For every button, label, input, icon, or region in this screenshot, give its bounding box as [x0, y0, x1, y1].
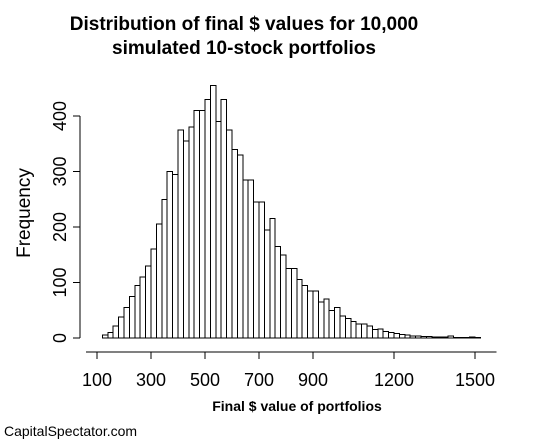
histogram-bar	[118, 316, 125, 339]
histogram-bar	[382, 330, 390, 339]
histogram-bar	[274, 245, 282, 339]
source-credit: CapitalSpectator.com	[4, 423, 138, 439]
histogram-bar	[134, 284, 141, 339]
histogram-bar	[425, 335, 433, 339]
histogram-bar	[242, 179, 249, 339]
histogram-bar	[469, 336, 476, 339]
x-tick-label: 700	[244, 370, 274, 390]
histogram-bar	[253, 201, 260, 339]
histogram-bar	[328, 309, 336, 339]
histogram-bar	[442, 336, 449, 339]
y-tick-label: 100	[50, 267, 70, 297]
y-tick-label: 400	[50, 101, 70, 131]
histogram-bar	[355, 323, 363, 339]
histogram-bar	[172, 173, 179, 339]
histogram-bar	[182, 140, 190, 339]
histogram-bar	[155, 223, 163, 339]
histogram-bar	[431, 336, 438, 339]
histogram-bars	[101, 84, 481, 339]
histogram-bar	[161, 198, 168, 339]
histogram-bar	[404, 334, 411, 339]
histogram-bar	[123, 306, 130, 339]
histogram-bar	[344, 318, 352, 339]
y-tick-label: 300	[50, 156, 70, 186]
histogram-bar	[463, 336, 471, 339]
histogram-bar	[150, 248, 157, 339]
histogram-bar	[415, 335, 422, 339]
histogram-bar	[301, 284, 309, 339]
histogram-bar	[393, 333, 400, 339]
histogram-bar	[193, 109, 201, 339]
histogram-bar	[317, 301, 325, 339]
histogram-bar	[371, 329, 379, 339]
histogram-bar	[398, 334, 406, 339]
x-tick-label: 100	[82, 370, 112, 390]
histogram-bar	[166, 171, 174, 339]
histogram-bar	[307, 290, 314, 339]
histogram-bar	[290, 268, 298, 339]
histogram-bar	[280, 254, 287, 339]
histogram-bar	[112, 325, 120, 339]
y-tick-label: 0	[50, 333, 70, 343]
histogram-bar	[452, 336, 460, 339]
histogram-bar	[269, 218, 276, 339]
x-tick-label: 300	[136, 370, 166, 390]
histogram-bar	[226, 129, 233, 339]
x-axis-title: Final $ value of portfolios	[212, 398, 382, 414]
histogram-bar	[323, 298, 330, 339]
histogram-bar	[377, 328, 384, 339]
histogram-bar	[361, 323, 368, 339]
histogram-bar	[139, 276, 147, 339]
histogram-bar	[107, 331, 114, 339]
histogram-bar	[220, 98, 228, 339]
histogram-bar	[204, 98, 211, 339]
histogram-bar	[258, 201, 265, 339]
histogram-bar	[128, 295, 136, 339]
x-tick-label: 1200	[374, 370, 414, 390]
histogram-bar	[285, 268, 292, 339]
histogram-bar	[339, 315, 346, 339]
y-tick-label: 200	[50, 212, 70, 242]
histogram-bar	[447, 335, 454, 339]
histogram-bar	[145, 265, 152, 339]
histogram-bar	[350, 320, 357, 339]
histogram-bar	[436, 336, 444, 339]
histogram-bar	[388, 331, 395, 339]
y-axis: 0 100 200 300 400	[50, 101, 81, 343]
histogram-bar	[312, 290, 319, 339]
x-tick-label: 500	[190, 370, 220, 390]
chart-title-line-1: Distribution of final $ values for 10,00…	[70, 14, 418, 35]
histogram-bar	[366, 325, 373, 339]
y-axis-title: Frequency	[14, 168, 35, 258]
histogram-bar	[188, 126, 195, 339]
histogram-bar	[334, 306, 341, 339]
histogram-bar	[199, 109, 206, 339]
histogram-bar	[231, 148, 238, 339]
histogram-bar	[101, 334, 109, 339]
x-tick-label: 900	[298, 370, 328, 390]
histogram-bar	[209, 84, 217, 339]
histogram-bar	[420, 335, 427, 339]
histogram-bar	[215, 121, 222, 339]
histogram-bar	[263, 229, 271, 339]
chart-title-line-2: simulated 10-stock portfolios	[112, 38, 376, 59]
histogram-bar	[474, 336, 481, 339]
histogram-bar	[236, 154, 244, 339]
histogram-bar	[177, 129, 184, 339]
histogram-bar	[296, 279, 303, 339]
x-axis: 100 300 500 700 900 1200 1500	[82, 351, 497, 390]
histogram-bar	[247, 179, 255, 339]
x-tick-label: 1500	[455, 370, 495, 390]
histogram-bar	[409, 335, 417, 339]
histogram-bar	[458, 336, 465, 339]
